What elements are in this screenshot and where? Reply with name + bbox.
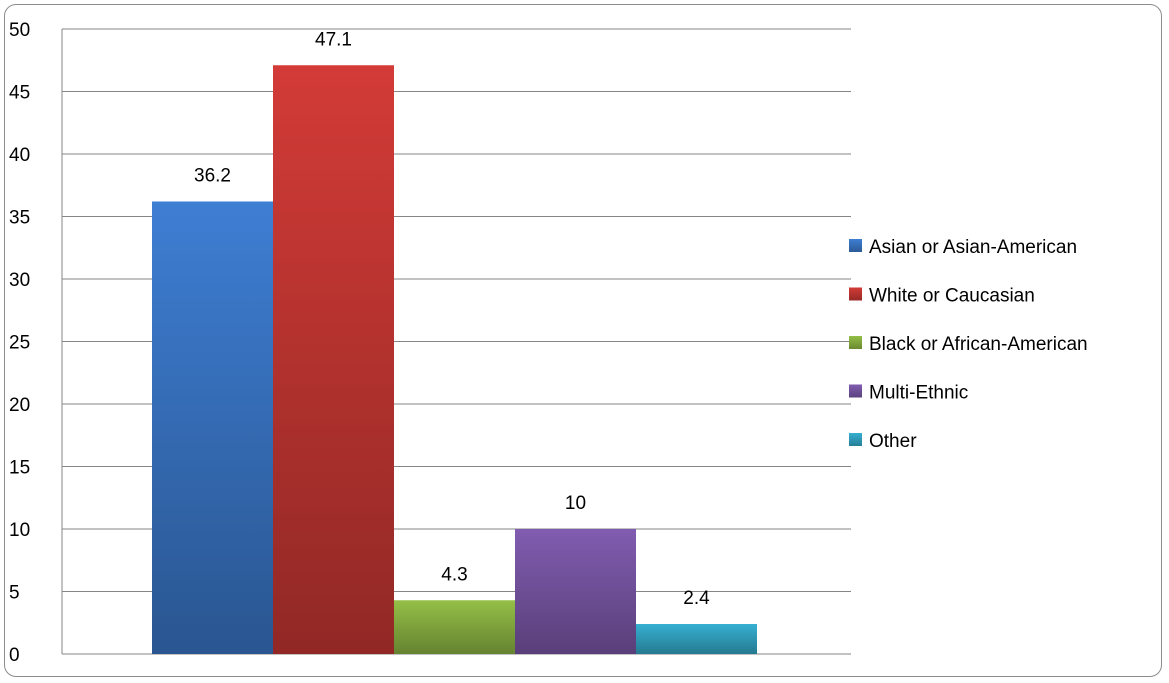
bar-other xyxy=(636,624,757,654)
legend-label: Asian or Asian-American xyxy=(869,237,1077,258)
y-tick-label: 20 xyxy=(9,395,30,416)
bar-multi-ethnic xyxy=(515,529,636,654)
y-tick-label: 35 xyxy=(9,208,30,229)
legend-swatch xyxy=(849,287,862,301)
legend-label: Black or African-American xyxy=(869,334,1088,355)
legend-label: Other xyxy=(869,431,917,452)
bar-asian-or-asian-american xyxy=(152,201,273,654)
y-tick-label: 5 xyxy=(9,583,20,604)
y-tick-label: 50 xyxy=(9,20,30,41)
data-label: 10 xyxy=(565,493,586,514)
y-tick-label: 40 xyxy=(9,145,30,166)
legend-swatch xyxy=(849,239,862,252)
legend-label: White or Caucasian xyxy=(869,286,1035,307)
y-tick-label: 25 xyxy=(9,333,30,354)
y-tick-label: 45 xyxy=(9,83,30,104)
data-label: 36.2 xyxy=(194,166,231,187)
legend: Asian or Asian-American White or Caucasia… xyxy=(849,237,1088,452)
legend-label: Multi-Ethnic xyxy=(869,383,968,404)
legend-swatch xyxy=(849,433,862,446)
legend-swatch xyxy=(849,336,862,349)
data-label: 47.1 xyxy=(315,29,352,50)
y-tick-label: 15 xyxy=(9,458,30,479)
y-axis-tick-labels: 0 5 10 15 20 25 30 35 40 45 50 xyxy=(9,20,30,666)
bars xyxy=(152,65,757,654)
data-label: 4.3 xyxy=(441,564,467,585)
data-labels: 36.2 47.1 4.3 10 2.4 xyxy=(194,29,710,609)
data-label: 2.4 xyxy=(683,588,710,609)
y-tick-label: 30 xyxy=(9,270,30,291)
y-tick-label: 0 xyxy=(9,645,20,666)
bar-black-or-african-american xyxy=(394,600,515,654)
legend-swatch xyxy=(849,384,862,398)
y-tick-label: 10 xyxy=(9,520,30,541)
bar-white-or-caucasian xyxy=(273,65,394,654)
